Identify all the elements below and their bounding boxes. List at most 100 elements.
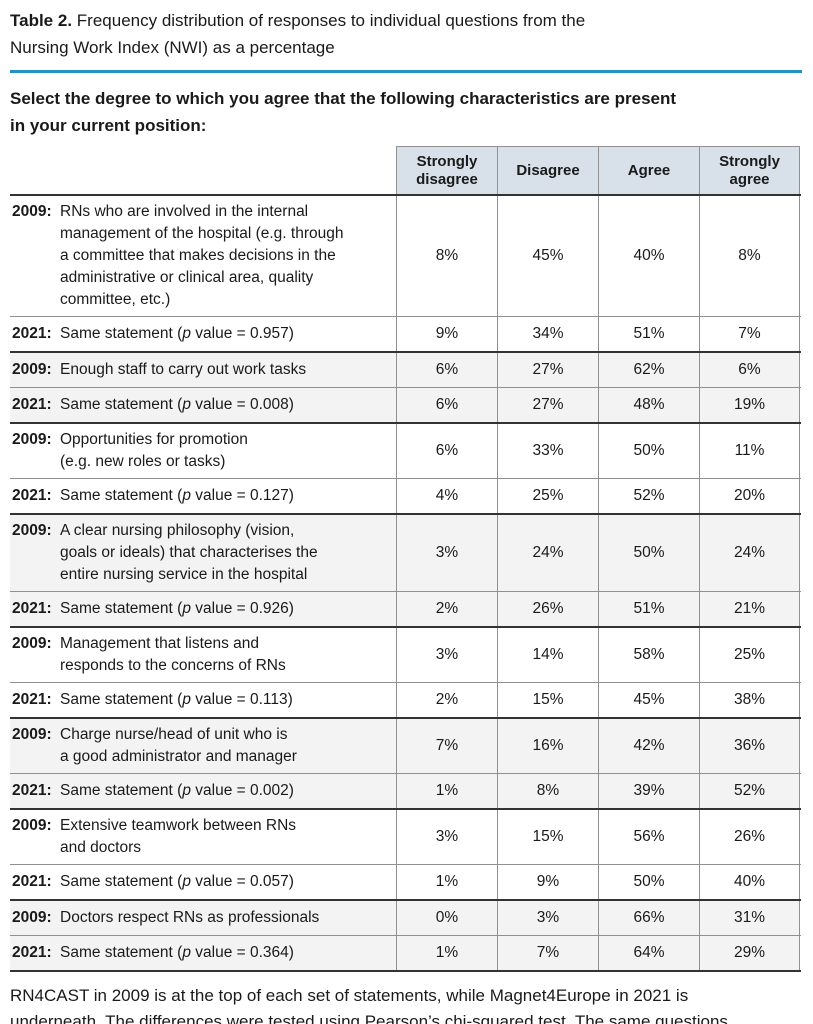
value-cell: 33% [497, 424, 598, 478]
statement-text: Charge nurse/head of unit who is a good … [60, 726, 297, 765]
value-cell: 25% [497, 479, 598, 513]
year-label: 2009: [12, 635, 52, 652]
year-label: 2009: [12, 909, 52, 926]
value-cell: 15% [497, 683, 598, 717]
value-cell: 25% [699, 628, 800, 682]
statement-cell: 2021: Same statement (p value = 0.002) [10, 774, 396, 808]
value-cell: 56% [598, 810, 699, 864]
value-cell: 50% [598, 424, 699, 478]
year-label: 2009: [12, 203, 52, 220]
table-row: 2009: Enough staff to carry out work task… [10, 351, 801, 387]
year-label: 2009: [12, 431, 52, 448]
value-cell: 40% [699, 865, 800, 899]
value-cell: 3% [497, 901, 598, 935]
statement-text: Same statement (p value = 0.926) [60, 600, 294, 617]
table-row: 2021: Same statement (p value = 0.008) 6% 2… [10, 387, 801, 422]
value-cell: 6% [396, 424, 497, 478]
table-row: 2021: Same statement (p value = 0.957) 9% 3… [10, 316, 801, 351]
table-row: 2021: Same statement (p value = 0.364) 1% 7… [10, 935, 801, 972]
value-cell: 50% [598, 515, 699, 591]
table-footnote: RN4CAST in 2009 is at the top of each se… [10, 986, 728, 1024]
statement-text: RNs who are involved in the internal man… [60, 203, 344, 308]
statement-cell: 2021: Same statement (p value = 0.113) [10, 683, 396, 717]
year-label: 2021: [12, 782, 52, 799]
year-label: 2021: [12, 944, 52, 961]
survey-question: Select the degree to which you agree tha… [10, 89, 677, 135]
value-cell: 31% [699, 901, 800, 935]
statement-cell: 2021: Same statement (p value = 0.957) [10, 317, 396, 351]
value-cell: 45% [598, 683, 699, 717]
value-cell: 3% [396, 515, 497, 591]
value-cell: 48% [598, 388, 699, 422]
value-cell: 15% [497, 810, 598, 864]
table-row: 2009: Management that listens and respond… [10, 626, 801, 682]
value-cell: 52% [699, 774, 800, 808]
column-header: Strongly agree [699, 146, 800, 194]
value-cell: 27% [497, 353, 598, 387]
column-header: Agree [598, 146, 699, 194]
year-label: 2009: [12, 817, 52, 834]
statement-text: A clear nursing philosophy (vision, goal… [60, 522, 318, 583]
statement-cell: 2021: Same statement (p value = 0.008) [10, 388, 396, 422]
statement-text: Enough staff to carry out work tasks [60, 361, 307, 378]
statement-cell: 2009: Charge nurse/head of unit who is a … [10, 719, 396, 773]
statement-text: Same statement (p value = 0.008) [60, 396, 294, 413]
table-header-row: Strongly disagree Disagree Agree Strongly a… [10, 146, 801, 196]
year-label: 2021: [12, 487, 52, 504]
value-cell: 64% [598, 936, 699, 970]
statement-cell: 2009: RNs who are involved in the interna… [10, 196, 396, 316]
value-cell: 62% [598, 353, 699, 387]
statement-cell: 2021: Same statement (p value = 0.364) [10, 936, 396, 970]
statement-text: Extensive teamwork between RNs and docto… [60, 817, 297, 856]
value-cell: 3% [396, 810, 497, 864]
value-cell: 0% [396, 901, 497, 935]
statement-cell: 2009: Enough staff to carry out work task… [10, 353, 396, 387]
statement-text: Opportunities for promotion (e.g. new ro… [60, 431, 248, 470]
value-cell: 42% [598, 719, 699, 773]
value-cell: 34% [497, 317, 598, 351]
year-label: 2009: [12, 726, 52, 743]
value-cell: 1% [396, 865, 497, 899]
statement-text: Same statement (p value = 0.364) [60, 944, 294, 961]
caption-text: Frequency distribution of responses to i… [10, 11, 586, 57]
value-cell: 9% [396, 317, 497, 351]
value-cell: 51% [598, 592, 699, 626]
value-cell: 7% [396, 719, 497, 773]
table-row: 2021: Same statement (p value = 0.113) 2% 1… [10, 682, 801, 717]
value-cell: 24% [699, 515, 800, 591]
value-cell: 7% [497, 936, 598, 970]
value-cell: 3% [396, 628, 497, 682]
table-body: 2009: RNs who are involved in the interna… [10, 196, 801, 972]
table-row: 2009: Charge nurse/head of unit who is a … [10, 717, 801, 773]
value-cell: 45% [497, 196, 598, 316]
year-label: 2009: [12, 361, 52, 378]
value-cell: 8% [699, 196, 800, 316]
table-row: 2009: A clear nursing philosophy (vision,… [10, 513, 801, 591]
year-label: 2021: [12, 325, 52, 342]
value-cell: 16% [497, 719, 598, 773]
value-cell: 1% [396, 774, 497, 808]
statement-text: Same statement (p value = 0.127) [60, 487, 294, 504]
table-row: 2021: Same statement (p value = 0.057) 1% 9… [10, 864, 801, 899]
statement-text: Same statement (p value = 0.113) [60, 691, 293, 708]
value-cell: 8% [497, 774, 598, 808]
statement-text: Same statement (p value = 0.957) [60, 325, 294, 342]
statement-cell: 2009: Doctors respect RNs as professional… [10, 901, 396, 935]
table-row: 2021: Same statement (p value = 0.002) 1% 8… [10, 773, 801, 808]
value-cell: 14% [497, 628, 598, 682]
year-label: 2021: [12, 396, 52, 413]
value-cell: 11% [699, 424, 800, 478]
caption-label: Table 2. [10, 11, 73, 30]
statement-cell: 2009: Opportunities for promotion (e.g. n… [10, 424, 396, 478]
value-cell: 38% [699, 683, 800, 717]
value-cell: 51% [598, 317, 699, 351]
value-cell: 27% [497, 388, 598, 422]
value-cell: 20% [699, 479, 800, 513]
statement-text: Doctors respect RNs as professionals [60, 909, 320, 926]
top-divider [10, 70, 802, 73]
value-cell: 26% [497, 592, 598, 626]
value-cell: 26% [699, 810, 800, 864]
table-row: 2009: Opportunities for promotion (e.g. n… [10, 422, 801, 478]
value-cell: 39% [598, 774, 699, 808]
